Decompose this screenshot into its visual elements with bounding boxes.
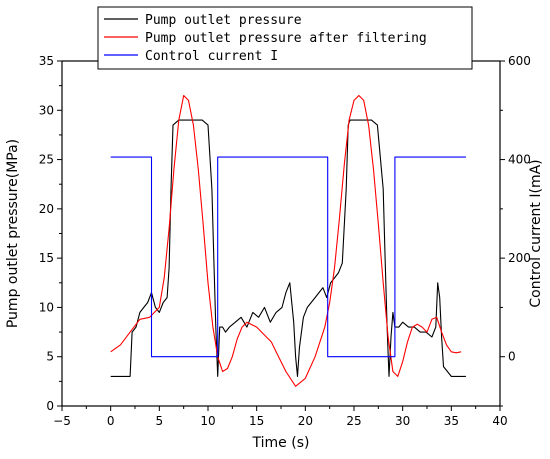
- y-left-tick-label: 25: [39, 153, 54, 167]
- y-right-ticks: 0 200 400 600: [500, 54, 531, 407]
- y-left-tick-label: 5: [46, 350, 54, 364]
- y-right-tick-label: 400: [508, 153, 531, 167]
- series-filtered-pressure: [110, 94, 462, 387]
- series-control-current: [110, 156, 466, 358]
- y-left-tick-label: 0: [46, 399, 54, 413]
- x-tick-label: 15: [249, 414, 264, 428]
- legend-label-filtered-pressure: Pump outlet pressure after filtering: [145, 31, 427, 46]
- x-tick-label: 35: [444, 414, 459, 428]
- y-left-tick-label: 30: [39, 103, 54, 117]
- y-right-axis-title: Control current I(mA): [528, 159, 544, 307]
- plot-border: [61, 60, 501, 407]
- y-left-tick-label: 35: [39, 54, 54, 68]
- x-axis-title: Time (s): [252, 435, 310, 451]
- legend: Pump outlet pressure Pump outlet pressur…: [97, 6, 473, 70]
- legend-box: [97, 6, 473, 70]
- y-right-tick-label: 600: [508, 54, 531, 68]
- y-left-tick-label: 20: [39, 202, 54, 216]
- y-right-tick-label: 0: [508, 350, 516, 364]
- legend-label-pump-outlet-pressure: Pump outlet pressure: [145, 13, 302, 28]
- x-tick-label: 25: [346, 414, 361, 428]
- x-tick-label: 30: [395, 414, 410, 428]
- x-tick-label: 20: [298, 414, 313, 428]
- y-right-tick-label: 200: [508, 251, 531, 265]
- series-layer: [110, 94, 466, 387]
- y-left-tick-label: 15: [39, 251, 54, 265]
- legend-label-control-current: Control current I: [145, 49, 278, 64]
- x-tick-label: 0: [107, 414, 115, 428]
- series-pump-outlet-pressure: [110, 119, 466, 377]
- y-left-ticks: 0 5 10 15 20 25 30 35: [39, 54, 62, 413]
- y-left-axis-title: Pump outlet pressure(MPa): [5, 139, 21, 328]
- y-left-tick-label: 10: [39, 300, 54, 314]
- x-ticks: −5 0 5 10 15 20 25 30 35 40: [53, 406, 508, 428]
- plot-frame: [61, 60, 501, 407]
- x-tick-label: 10: [200, 414, 215, 428]
- x-tick-label: 5: [156, 414, 164, 428]
- x-tick-label: 40: [492, 414, 507, 428]
- x-tick-label: −5: [53, 414, 71, 428]
